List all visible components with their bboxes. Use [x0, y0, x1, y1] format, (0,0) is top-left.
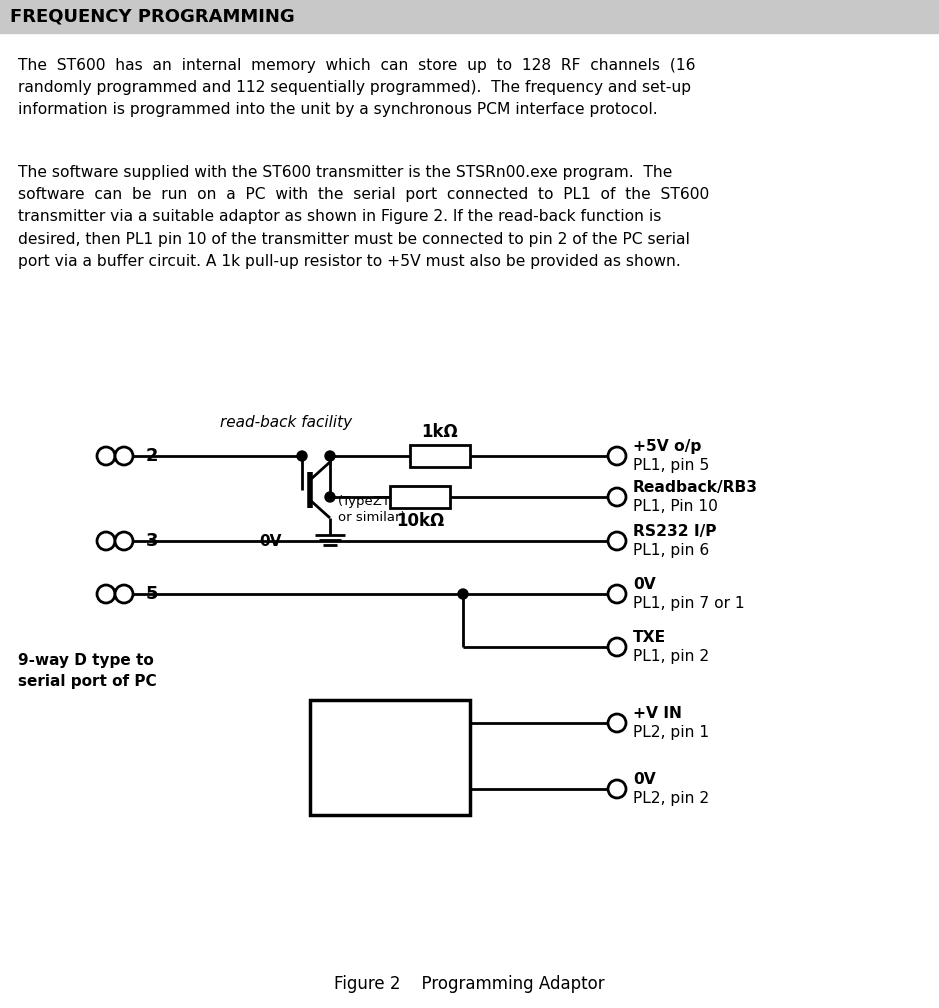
Text: TXE: TXE — [633, 630, 666, 645]
Text: Readback/RB3: Readback/RB3 — [633, 480, 758, 495]
Text: Figure 2    Programming Adaptor: Figure 2 Programming Adaptor — [334, 975, 605, 993]
Bar — [310, 700, 470, 815]
Text: PL1, pin 5: PL1, pin 5 — [633, 458, 709, 473]
Circle shape — [325, 451, 335, 461]
Circle shape — [608, 488, 626, 506]
Text: FREQUENCY PROGRAMMING: FREQUENCY PROGRAMMING — [10, 8, 295, 26]
Circle shape — [608, 638, 626, 656]
Circle shape — [297, 451, 307, 461]
Text: +V IN: +V IN — [633, 706, 682, 721]
Text: The  ST600  has  an  internal  memory  which  can  store  up  to  128  RF  chann: The ST600 has an internal memory which c… — [18, 58, 696, 117]
Circle shape — [115, 532, 133, 550]
Circle shape — [608, 585, 626, 603]
Text: PL1, pin 7 or 1: PL1, pin 7 or 1 — [633, 596, 745, 611]
Circle shape — [325, 492, 335, 502]
Text: The software supplied with the ST600 transmitter is the STSRn00.exe program.  Th: The software supplied with the ST600 tra… — [18, 165, 709, 269]
Text: 1kΩ: 1kΩ — [422, 423, 458, 442]
Text: 10kΩ: 10kΩ — [396, 512, 444, 530]
Circle shape — [115, 447, 133, 465]
Circle shape — [608, 447, 626, 465]
Text: +5V o/p: +5V o/p — [633, 439, 701, 454]
Text: 3: 3 — [146, 532, 159, 550]
Circle shape — [608, 714, 626, 732]
Text: 0V: 0V — [633, 577, 655, 592]
Circle shape — [115, 585, 133, 603]
Text: PL1, pin 6: PL1, pin 6 — [633, 543, 709, 558]
Circle shape — [458, 589, 468, 599]
Text: (TypeZTX108
or similar): (TypeZTX108 or similar) — [338, 495, 425, 524]
Text: POWER
SUPPLY: POWER SUPPLY — [355, 737, 425, 778]
Text: 0V: 0V — [633, 772, 655, 787]
Text: RS232 I/P: RS232 I/P — [633, 524, 716, 539]
Text: PL1, pin 2: PL1, pin 2 — [633, 649, 709, 664]
Text: PL1, Pin 10: PL1, Pin 10 — [633, 499, 718, 514]
Circle shape — [97, 585, 115, 603]
Text: 5: 5 — [146, 585, 159, 603]
Bar — [390, 486, 450, 508]
Bar — [410, 445, 470, 467]
Circle shape — [97, 447, 115, 465]
Text: 2: 2 — [146, 447, 159, 465]
Text: 9-way D type to
serial port of PC: 9-way D type to serial port of PC — [18, 653, 157, 689]
Circle shape — [608, 532, 626, 550]
Text: read-back facility: read-back facility — [220, 414, 352, 429]
Circle shape — [608, 780, 626, 798]
Text: 0V: 0V — [259, 534, 282, 549]
Text: PL2, pin 2: PL2, pin 2 — [633, 791, 709, 806]
Bar — [0, 0, 939, 33]
Text: PL2, pin 1: PL2, pin 1 — [633, 725, 709, 740]
Circle shape — [97, 532, 115, 550]
